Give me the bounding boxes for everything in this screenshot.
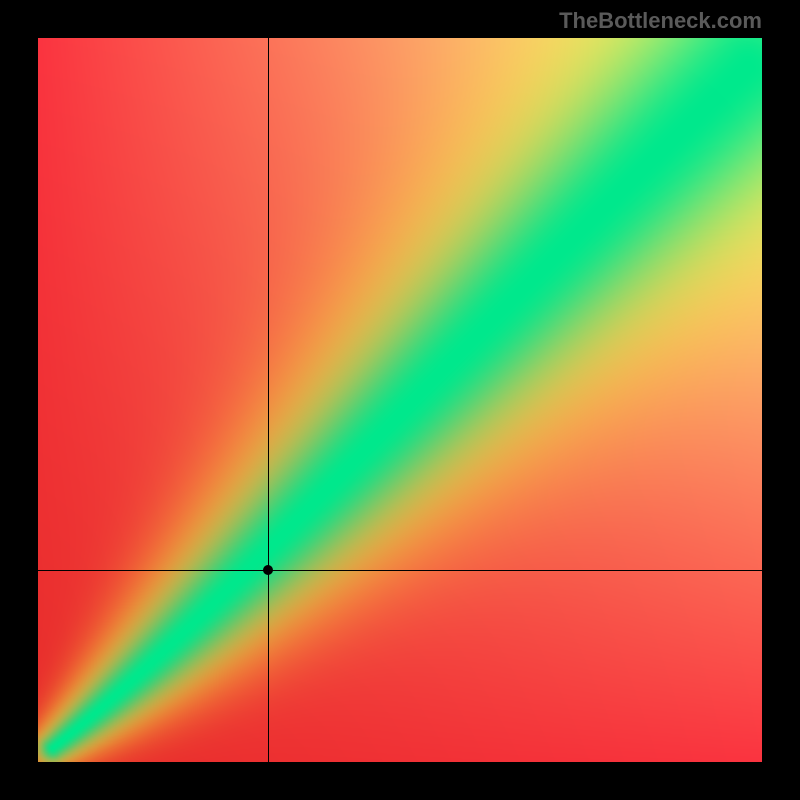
crosshair-horizontal (38, 570, 762, 571)
heatmap-canvas (38, 38, 762, 762)
watermark-text: TheBottleneck.com (559, 8, 762, 34)
crosshair-marker (263, 565, 273, 575)
heatmap-plot (38, 38, 762, 762)
crosshair-vertical (268, 38, 269, 762)
